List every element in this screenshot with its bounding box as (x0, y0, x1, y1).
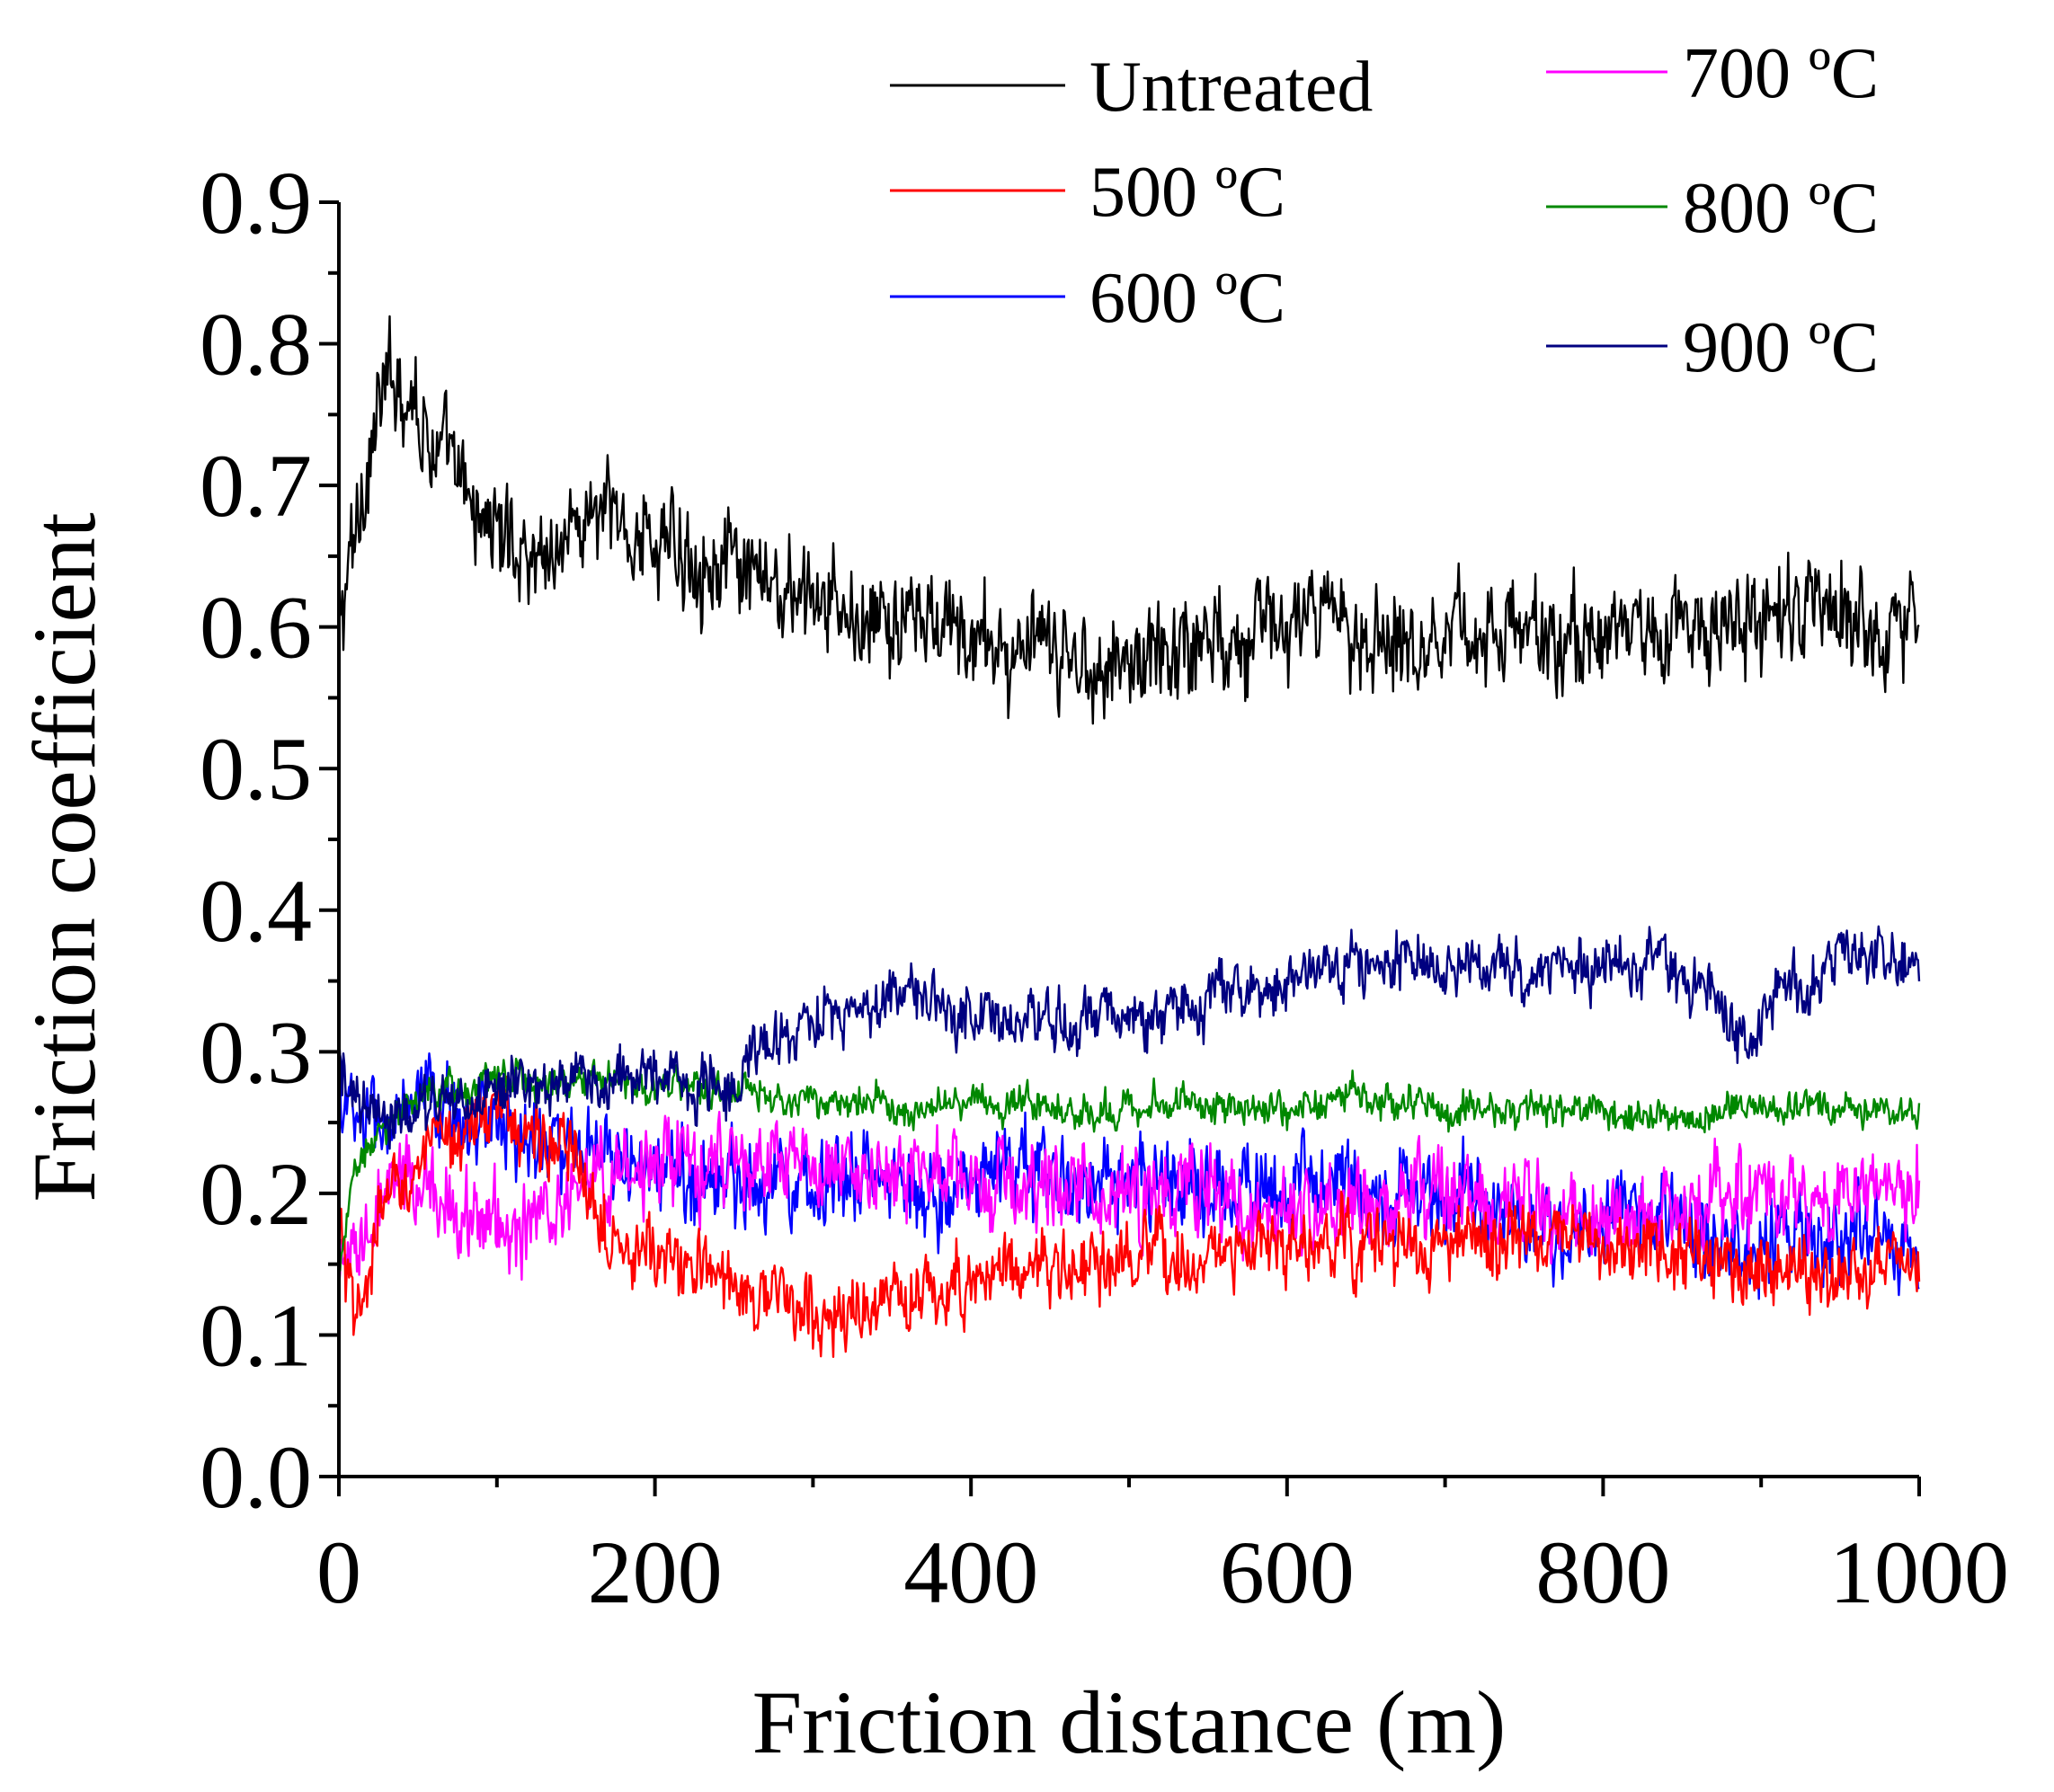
legend-label: 500 ºC (1089, 153, 1285, 232)
ticks: 0.0 0.1 0.2 0.3 0.4 0.5 0.6 0.7 0.8 0.9 0 200 400 600… (200, 153, 2009, 1622)
series-layer (337, 315, 1921, 1358)
legend-label: 900 ºC (1683, 308, 1879, 387)
x-tick-label: 400 (903, 1522, 1038, 1622)
legend-label: 600 ºC (1089, 259, 1285, 338)
y-axis-title: Friction coefficient (14, 512, 114, 1202)
y-tick-label: 0.0 (200, 1427, 312, 1527)
y-tick-label: 0.2 (200, 1144, 312, 1244)
x-axis-title: Friction distance (m) (752, 1672, 1507, 1772)
x-tick-label: 200 (588, 1522, 723, 1622)
y-tick-label: 0.8 (200, 295, 312, 395)
y-tick-label: 0.5 (200, 719, 312, 819)
x-tick-label: 0 (316, 1522, 361, 1622)
y-tick-label: 0.6 (200, 578, 312, 678)
legend-label: 800 ºC (1683, 169, 1879, 248)
series-line-untreated (337, 315, 1920, 725)
x-tick-label: 600 (1220, 1522, 1355, 1622)
y-tick-label: 0.9 (200, 153, 312, 253)
y-tick-label: 0.7 (200, 436, 312, 536)
series-line-900-c (337, 925, 1921, 1150)
legend-label: Untreated (1089, 48, 1373, 127)
series-line-500-c (337, 1075, 1921, 1358)
y-tick-label: 0.3 (200, 1002, 312, 1102)
series-line-700-c (337, 1111, 1921, 1289)
x-tick-label: 800 (1535, 1522, 1670, 1622)
x-tick-label: 1000 (1829, 1522, 2009, 1622)
y-tick-label: 0.1 (200, 1285, 312, 1385)
y-tick-label: 0.4 (200, 861, 312, 961)
legend: Untreated 500 ºC 600 ºC 700 ºC 800 ºC 900 ºC (890, 34, 1879, 387)
axes (337, 202, 1919, 1478)
legend-label: 700 ºC (1683, 34, 1879, 113)
